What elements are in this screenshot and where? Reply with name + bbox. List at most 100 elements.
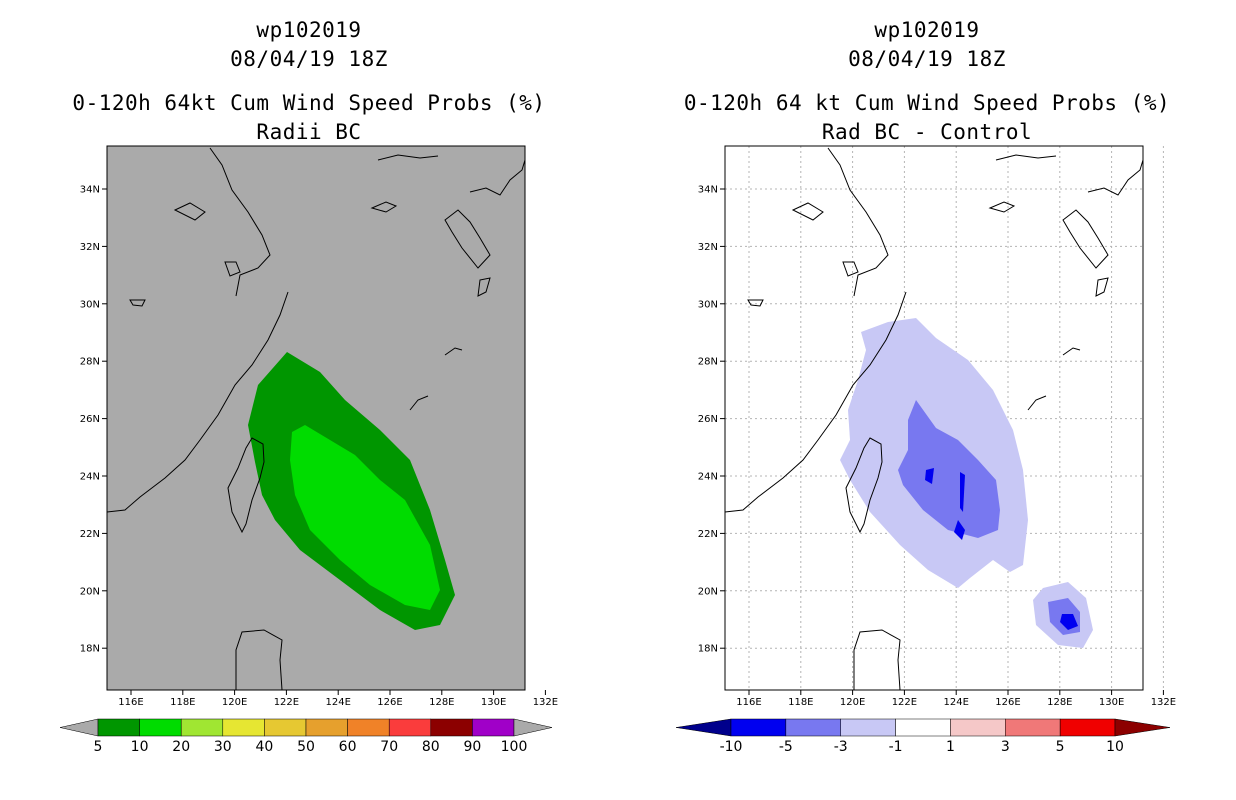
right-colorbar-segment [785, 718, 841, 737]
right-lat-label: 32N [698, 242, 718, 253]
left-map: 34N 32N 30N 28N 26N 24N 22N 20N 18N 116E 118E 120E 1… [59, 145, 558, 755]
right-colorbar-segment [895, 718, 951, 737]
right-colorbar-segment [840, 718, 896, 737]
right-lat-label: 24N [698, 472, 718, 483]
right-lon-label: 118E [788, 697, 813, 708]
right-contour-minus5-c [925, 468, 934, 484]
right-panel: wp102019 08/04/19 18Z 0-120h 64 kt Cum W… [618, 0, 1236, 800]
right-lon-label: 120E [840, 697, 865, 708]
left-lat-label: 32N [80, 242, 100, 253]
right-colorbar-segment [950, 718, 1006, 737]
left-colorbar-segment [347, 718, 390, 737]
left-colorbar-label: 50 [297, 739, 315, 755]
left-colorbar-segment [97, 718, 140, 737]
left-product-title: 0-120h 64kt Cum Wind Speed Probs (%) [72, 91, 546, 115]
left-colorbar-segment [139, 718, 182, 737]
left-colorbar: 5 10 20 30 40 50 60 70 80 90 100 [59, 718, 553, 755]
right-contour-minus3 [898, 400, 1000, 538]
left-lat-label: 34N [80, 185, 100, 196]
right-contour-minus5-east [1060, 614, 1078, 630]
left-lat-label: 20N [80, 586, 100, 597]
right-lat-label: 20N [698, 586, 718, 597]
left-colorbar-left-arrow [59, 718, 99, 737]
right-colorbar-label: -1 [889, 739, 903, 755]
left-colorbar-right-arrow [513, 718, 553, 737]
right-colorbar-label: -10 [720, 739, 743, 755]
left-lon-label: 126E [377, 697, 402, 708]
left-lon-label: 122E [274, 697, 299, 708]
right-colorbar-label: 5 [1056, 739, 1065, 755]
right-colorbar-label: -5 [779, 739, 793, 755]
left-lon-label: 118E [170, 697, 195, 708]
left-colorbar-label: 70 [380, 739, 398, 755]
left-colorbar-segment [388, 718, 432, 737]
left-lon-label: 132E [533, 697, 558, 708]
right-colorbar-right-arrow [1114, 718, 1171, 737]
right-lat-label: 26N [698, 414, 718, 425]
left-lat-label: 26N [80, 414, 100, 425]
right-lat-label: 28N [698, 357, 718, 368]
right-colorbar-segment [1059, 718, 1116, 737]
left-colorbar-label: 10 [131, 739, 149, 755]
left-colorbar-label: 40 [255, 739, 273, 755]
right-lon-label: 122E [892, 697, 917, 708]
right-colorbar-label: -3 [834, 739, 848, 755]
right-map: 34N 32N 30N 28N 26N 24N 22N 20N 18N 116E 118E 120E 1… [675, 145, 1176, 755]
right-colorbar-label: 10 [1106, 739, 1124, 755]
left-colorbar-label: 80 [422, 739, 440, 755]
left-lat-label: 24N [80, 472, 100, 483]
left-contour-10pct [290, 425, 440, 610]
right-contour-minus5-a [960, 472, 965, 512]
right-colorbar-segment [730, 718, 787, 737]
left-lat-label: 18N [80, 644, 100, 655]
right-lon-label: 126E [995, 697, 1020, 708]
left-lon-label: 128E [429, 697, 454, 708]
right-subtitle: Rad BC - Control [821, 120, 1033, 144]
right-datetime: 08/04/19 18Z [848, 47, 1006, 71]
left-colorbar-label: 90 [463, 739, 481, 755]
right-colorbar: -10 -5 -3 -1 1 3 5 10 [675, 718, 1171, 755]
left-colorbar-segment [264, 718, 307, 737]
left-axis-ticks: 34N 32N 30N 28N 26N 24N 22N 20N 18N 116E 118E 120E 1… [80, 185, 558, 709]
left-lon-label: 120E [222, 697, 247, 708]
right-lon-label: 116E [736, 697, 761, 708]
right-map-frame [724, 145, 1144, 691]
left-lon-label: 130E [481, 697, 506, 708]
right-coastlines [724, 147, 1144, 691]
left-colorbar-label: 100 [501, 739, 528, 755]
left-panel: wp102019 08/04/19 18Z 0-120h 64kt Cum Wi… [59, 18, 558, 755]
right-storm-id: wp102019 [874, 18, 980, 42]
left-lon-label: 124E [325, 697, 350, 708]
right-contour-minus5-b [954, 520, 965, 540]
right-colorbar-label: 1 [946, 739, 955, 755]
right-lat-label: 18N [698, 644, 718, 655]
right-lon-label: 130E [1099, 697, 1124, 708]
left-colorbar-segment [305, 718, 348, 737]
right-axis-ticks: 34N 32N 30N 28N 26N 24N 22N 20N 18N 116E 118E 120E 1… [698, 185, 1176, 709]
left-lat-label: 30N [80, 299, 100, 310]
left-coastlines [106, 147, 526, 691]
right-lon-label: 124E [943, 697, 968, 708]
left-colorbar-segment [472, 718, 515, 737]
left-lat-label: 22N [80, 529, 100, 540]
right-lat-label: 22N [698, 529, 718, 540]
right-lon-label: 132E [1151, 697, 1176, 708]
left-lon-label: 116E [118, 697, 143, 708]
right-colorbar-segment [1005, 718, 1061, 737]
left-map-frame [106, 145, 526, 691]
right-product-title: 0-120h 64 kt Cum Wind Speed Probs (%) [683, 91, 1171, 115]
left-lat-label: 28N [80, 357, 100, 368]
left-colorbar-segment [430, 718, 473, 737]
left-subtitle: Radii BC [256, 120, 362, 144]
left-colorbar-segment [180, 718, 224, 737]
left-colorbar-label: 5 [94, 739, 103, 755]
right-lat-label: 34N [698, 185, 718, 196]
left-colorbar-label: 30 [214, 739, 232, 755]
right-lon-label: 128E [1047, 697, 1072, 708]
left-storm-id: wp102019 [256, 18, 362, 42]
left-colorbar-label: 20 [172, 739, 190, 755]
left-colorbar-segment [222, 718, 265, 737]
right-lat-label: 30N [698, 299, 718, 310]
right-colorbar-label: 3 [1001, 739, 1010, 755]
left-colorbar-label: 60 [339, 739, 357, 755]
